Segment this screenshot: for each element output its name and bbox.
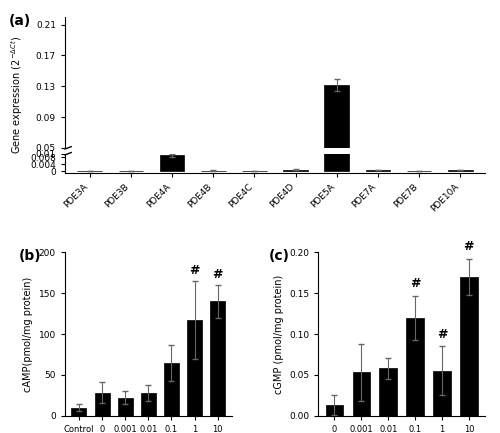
Bar bbox=[406, 318, 424, 416]
Bar bbox=[380, 368, 397, 416]
Bar bbox=[366, 170, 390, 171]
Bar bbox=[94, 393, 110, 416]
Text: (c): (c) bbox=[268, 249, 289, 263]
Bar bbox=[164, 362, 179, 416]
Bar bbox=[460, 277, 477, 416]
Text: #: # bbox=[410, 277, 420, 290]
Text: #: # bbox=[464, 240, 474, 253]
Bar bbox=[118, 398, 132, 416]
Text: (b): (b) bbox=[18, 249, 41, 263]
Bar bbox=[352, 372, 370, 416]
Bar bbox=[324, 85, 349, 171]
Text: #: # bbox=[190, 264, 200, 277]
Bar bbox=[283, 170, 308, 171]
Text: (a): (a) bbox=[8, 14, 30, 28]
Bar bbox=[187, 320, 202, 416]
Y-axis label: cGMP (pmol/mg protein): cGMP (pmol/mg protein) bbox=[274, 275, 283, 394]
Bar bbox=[434, 371, 450, 416]
Y-axis label: Gene expression (2$^{-ΔCt}$): Gene expression (2$^{-ΔCt}$) bbox=[8, 36, 24, 154]
Text: #: # bbox=[212, 268, 223, 281]
Bar bbox=[65, 148, 485, 154]
Bar bbox=[141, 393, 156, 416]
Bar bbox=[160, 155, 184, 171]
Bar bbox=[210, 301, 226, 416]
Bar bbox=[326, 405, 343, 416]
Bar bbox=[448, 170, 472, 171]
Bar bbox=[72, 407, 86, 416]
Text: #: # bbox=[436, 328, 447, 341]
Y-axis label: cAMP(pmol/mg protein): cAMP(pmol/mg protein) bbox=[23, 276, 33, 392]
